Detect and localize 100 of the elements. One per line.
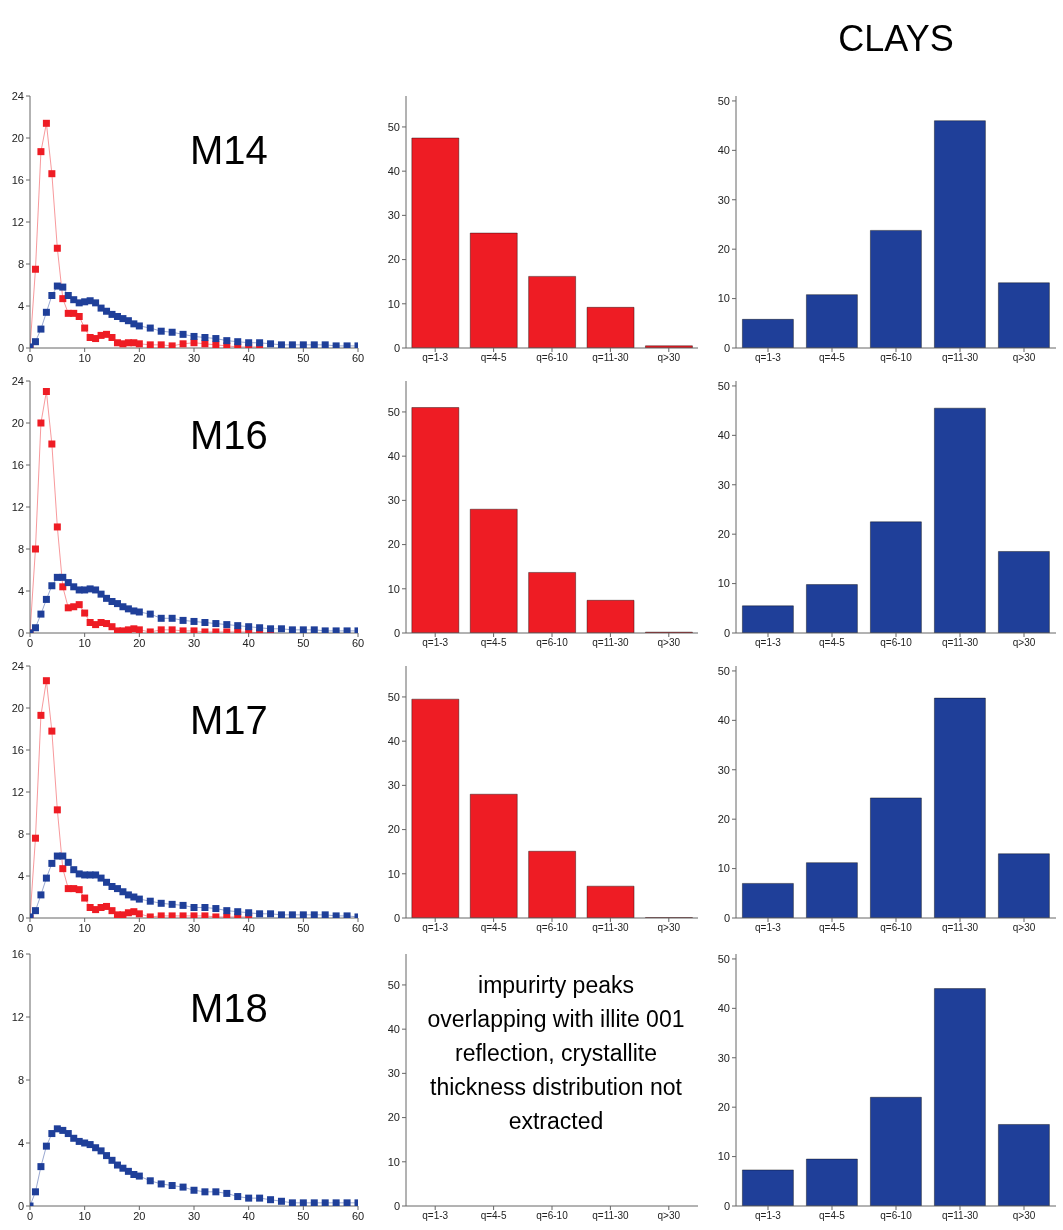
x-tick-label: q=11-30 bbox=[592, 922, 629, 934]
y-tick-label: 40 bbox=[387, 165, 400, 178]
x-tick-label: q=6-10 bbox=[536, 352, 569, 364]
x-tick-label: 10 bbox=[78, 351, 91, 364]
x-tick-label: 10 bbox=[78, 1209, 91, 1222]
y-tick-label: 0 bbox=[393, 911, 400, 924]
y-tick-label: 30 bbox=[717, 478, 730, 491]
x-tick-label: 30 bbox=[187, 351, 201, 364]
x-tick-label: q=11-30 bbox=[592, 1210, 629, 1222]
x-tick-label: q=1-3 bbox=[755, 1210, 782, 1222]
y-tick-label: 24 bbox=[11, 89, 24, 102]
x-tick-label: q=4-5 bbox=[480, 637, 507, 649]
chart-title: CLAYS bbox=[837, 18, 955, 61]
x-tick-label: q>30 bbox=[1012, 352, 1036, 364]
y-tick-label: 16 bbox=[11, 458, 24, 471]
x-tick-label: q>30 bbox=[657, 922, 681, 934]
x-tick-label: 50 bbox=[297, 1209, 310, 1222]
y-tick-label: 40 bbox=[387, 450, 400, 463]
x-tick-label: q=11-30 bbox=[941, 1210, 979, 1222]
x-tick-label: q=4-5 bbox=[819, 352, 846, 364]
x-tick-label: q=6-10 bbox=[536, 637, 569, 649]
annotation: M17 bbox=[190, 698, 268, 743]
y-tick-label: 0 bbox=[17, 1199, 24, 1212]
x-tick-label: q>30 bbox=[1012, 1210, 1036, 1222]
y-tick-label: 30 bbox=[717, 193, 730, 206]
x-tick-label: q=11-30 bbox=[941, 637, 979, 649]
x-tick-label: q=4-5 bbox=[819, 1210, 846, 1222]
y-tick-label: 20 bbox=[717, 1101, 730, 1114]
y-tick-label: 10 bbox=[717, 862, 730, 875]
x-tick-label: q=4-5 bbox=[480, 352, 507, 364]
x-tick-label: 20 bbox=[133, 1209, 146, 1222]
y-tick-label: 0 bbox=[393, 626, 400, 639]
x-tick-label: q=1-3 bbox=[755, 637, 782, 649]
y-tick-label: 4 bbox=[17, 1136, 24, 1149]
x-tick-label: 30 bbox=[187, 921, 201, 934]
x-tick-label: q=6-10 bbox=[880, 1210, 913, 1222]
y-tick-label: 10 bbox=[717, 1150, 730, 1163]
x-tick-label: q=6-10 bbox=[880, 637, 913, 649]
x-tick-label: q=1-3 bbox=[755, 352, 782, 364]
y-tick-label: 50 bbox=[717, 664, 730, 677]
x-tick-label: q=4-5 bbox=[480, 1210, 507, 1222]
y-tick-label: 30 bbox=[387, 209, 400, 222]
x-tick-label: q=1-3 bbox=[422, 1210, 449, 1222]
x-tick-label: q=1-3 bbox=[422, 637, 449, 649]
y-tick-label: 40 bbox=[387, 1023, 400, 1036]
y-tick-label: 10 bbox=[387, 582, 400, 595]
y-tick-label: 0 bbox=[723, 911, 730, 924]
annotation: M18 bbox=[190, 986, 268, 1031]
y-tick-label: 20 bbox=[717, 813, 730, 826]
y-tick-label: 24 bbox=[11, 659, 24, 672]
y-tick-label: 12 bbox=[11, 500, 24, 513]
x-tick-label: 60 bbox=[351, 351, 365, 364]
y-tick-label: 30 bbox=[717, 763, 730, 776]
y-tick-label: 8 bbox=[17, 542, 24, 555]
x-tick-label: q=11-30 bbox=[941, 922, 979, 934]
y-tick-label: 20 bbox=[717, 528, 730, 541]
y-tick-label: 20 bbox=[11, 416, 24, 429]
x-tick-label: 0 bbox=[26, 636, 34, 649]
y-tick-label: 10 bbox=[387, 1155, 400, 1168]
x-tick-label: 40 bbox=[242, 636, 255, 649]
y-tick-label: 30 bbox=[387, 779, 400, 792]
x-tick-label: q=1-3 bbox=[755, 922, 782, 934]
y-tick-label: 10 bbox=[717, 577, 730, 590]
y-tick-label: 12 bbox=[11, 215, 24, 228]
y-tick-label: 40 bbox=[717, 714, 730, 727]
y-tick-label: 0 bbox=[17, 626, 24, 639]
y-tick-label: 50 bbox=[717, 94, 730, 107]
y-tick-label: 50 bbox=[387, 978, 400, 991]
x-tick-label: 60 bbox=[351, 1209, 365, 1222]
y-tick-label: 40 bbox=[387, 735, 400, 748]
x-tick-label: 20 bbox=[133, 636, 146, 649]
annotation: M14 bbox=[190, 128, 268, 173]
x-tick-label: q=4-5 bbox=[819, 637, 846, 649]
x-tick-label: 50 bbox=[297, 351, 310, 364]
x-tick-label: 30 bbox=[187, 1209, 201, 1222]
y-tick-label: 12 bbox=[11, 1010, 24, 1023]
x-tick-label: 10 bbox=[78, 921, 91, 934]
y-tick-label: 16 bbox=[11, 743, 24, 756]
x-tick-label: q>30 bbox=[657, 352, 681, 364]
y-tick-label: 20 bbox=[387, 253, 400, 266]
x-tick-label: 50 bbox=[297, 636, 310, 649]
x-tick-label: 20 bbox=[133, 921, 146, 934]
x-tick-label: 60 bbox=[351, 921, 365, 934]
x-tick-label: q>30 bbox=[657, 637, 681, 649]
y-tick-label: 24 bbox=[11, 374, 24, 387]
y-tick-label: 0 bbox=[723, 1199, 730, 1212]
y-tick-label: 12 bbox=[11, 785, 24, 798]
y-tick-label: 10 bbox=[387, 867, 400, 880]
x-tick-label: q=6-10 bbox=[880, 922, 913, 934]
y-tick-label: 0 bbox=[723, 626, 730, 639]
y-tick-label: 8 bbox=[17, 1073, 24, 1086]
x-tick-label: 60 bbox=[351, 636, 365, 649]
y-tick-label: 20 bbox=[387, 1111, 400, 1124]
y-tick-label: 4 bbox=[17, 299, 24, 312]
y-tick-label: 4 bbox=[17, 584, 24, 597]
x-tick-label: q=1-3 bbox=[422, 352, 449, 364]
y-tick-label: 0 bbox=[723, 341, 730, 354]
y-tick-label: 50 bbox=[387, 120, 400, 133]
y-tick-label: 20 bbox=[11, 131, 24, 144]
x-tick-label: 0 bbox=[26, 351, 34, 364]
